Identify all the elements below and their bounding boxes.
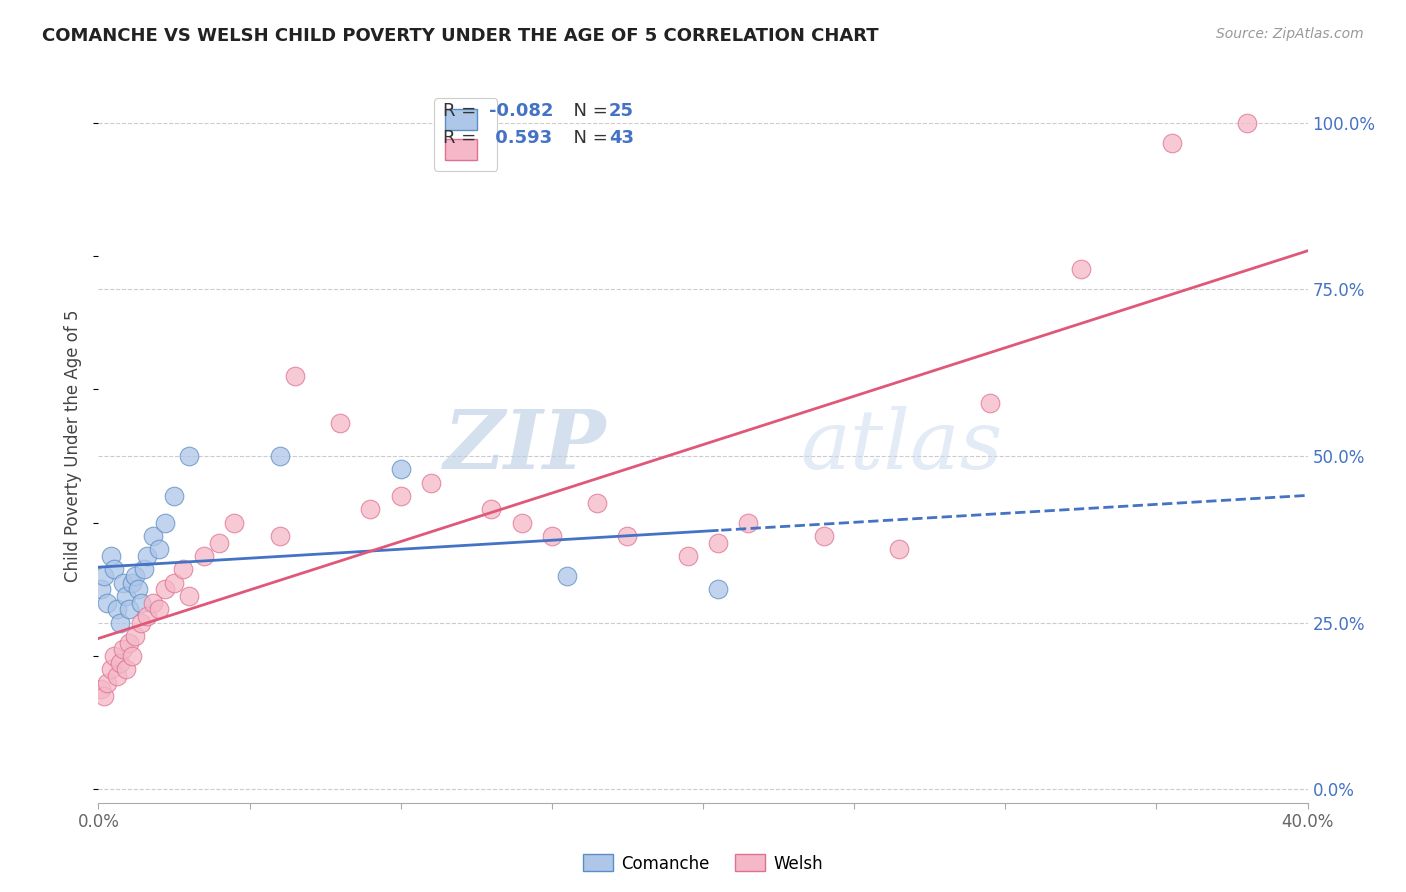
- Point: [737, 516, 759, 530]
- Point: [103, 649, 125, 664]
- Point: [114, 589, 136, 603]
- Text: R =: R =: [443, 129, 482, 147]
- Point: [813, 529, 835, 543]
- Point: [1236, 115, 1258, 129]
- Point: [108, 656, 131, 670]
- Point: [129, 615, 152, 630]
- Point: [103, 562, 125, 576]
- Point: [163, 575, 186, 590]
- Text: COMANCHE VS WELSH CHILD POVERTY UNDER THE AGE OF 5 CORRELATION CHART: COMANCHE VS WELSH CHILD POVERTY UNDER TH…: [42, 27, 879, 45]
- Text: R =: R =: [443, 103, 482, 120]
- Point: [540, 529, 562, 543]
- Point: [510, 516, 533, 530]
- Point: [224, 516, 246, 530]
- Point: [179, 589, 201, 603]
- Point: [129, 596, 152, 610]
- Point: [121, 649, 143, 664]
- Point: [269, 449, 291, 463]
- Point: [193, 549, 215, 563]
- Point: [111, 642, 134, 657]
- Point: [90, 582, 112, 597]
- Point: [555, 569, 578, 583]
- Point: [586, 496, 609, 510]
- Point: [284, 368, 307, 383]
- Point: [889, 542, 911, 557]
- Legend: , : ,: [434, 98, 498, 170]
- Point: [93, 689, 115, 703]
- Legend: Comanche, Welsh: Comanche, Welsh: [576, 847, 830, 880]
- Point: [148, 542, 170, 557]
- Point: [676, 549, 699, 563]
- Point: [481, 502, 503, 516]
- Point: [135, 549, 157, 563]
- Point: [360, 502, 382, 516]
- Point: [179, 449, 201, 463]
- Point: [163, 489, 186, 503]
- Text: ZIP: ZIP: [444, 406, 606, 486]
- Text: 43: 43: [609, 129, 634, 147]
- Point: [96, 596, 118, 610]
- Point: [96, 675, 118, 690]
- Text: 0.593: 0.593: [489, 129, 553, 147]
- Y-axis label: Child Poverty Under the Age of 5: Child Poverty Under the Age of 5: [65, 310, 83, 582]
- Point: [616, 529, 638, 543]
- Text: N =: N =: [562, 103, 614, 120]
- Point: [208, 535, 231, 549]
- Point: [269, 529, 291, 543]
- Point: [90, 682, 112, 697]
- Point: [142, 596, 165, 610]
- Point: [124, 629, 146, 643]
- Text: N =: N =: [562, 129, 614, 147]
- Point: [153, 582, 176, 597]
- Point: [114, 662, 136, 676]
- Point: [707, 582, 730, 597]
- Point: [93, 569, 115, 583]
- Point: [329, 416, 352, 430]
- Point: [108, 615, 131, 630]
- Point: [142, 529, 165, 543]
- Text: -0.082: -0.082: [489, 103, 554, 120]
- Point: [105, 602, 128, 616]
- Point: [148, 602, 170, 616]
- Point: [1160, 136, 1182, 150]
- Point: [1070, 262, 1092, 277]
- Point: [172, 562, 194, 576]
- Point: [118, 636, 141, 650]
- Point: [979, 395, 1001, 409]
- Point: [100, 662, 122, 676]
- Point: [132, 562, 155, 576]
- Text: atlas: atlas: [800, 406, 1002, 486]
- Point: [100, 549, 122, 563]
- Point: [127, 582, 149, 597]
- Point: [153, 516, 176, 530]
- Point: [111, 575, 134, 590]
- Point: [135, 609, 157, 624]
- Text: 25: 25: [609, 103, 634, 120]
- Point: [420, 475, 443, 490]
- Text: Source: ZipAtlas.com: Source: ZipAtlas.com: [1216, 27, 1364, 41]
- Point: [389, 489, 412, 503]
- Point: [105, 669, 128, 683]
- Point: [707, 535, 730, 549]
- Point: [121, 575, 143, 590]
- Point: [124, 569, 146, 583]
- Point: [118, 602, 141, 616]
- Point: [389, 462, 412, 476]
